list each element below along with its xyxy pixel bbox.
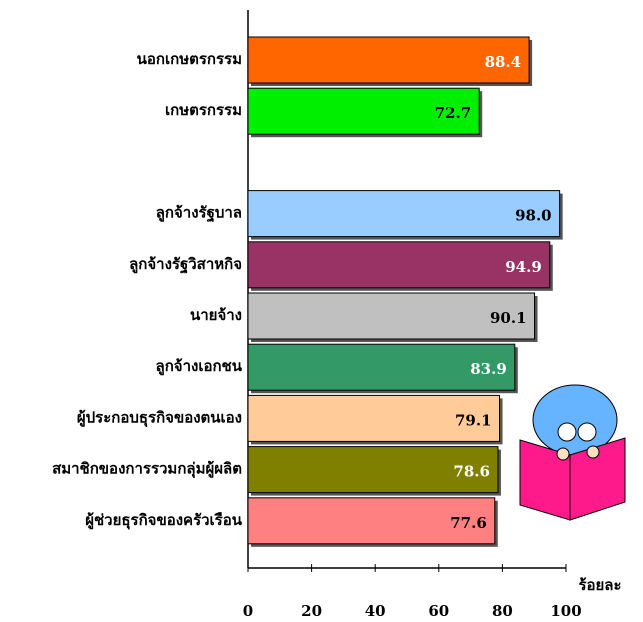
y-tick-label: ลูกจ้างรัฐบาล [156, 204, 242, 223]
y-tick-label: นายจ้าง [190, 306, 242, 324]
bar [247, 87, 480, 135]
bar [247, 241, 551, 289]
value-label: 83.9 [470, 360, 507, 378]
x-tick-label: 60 [428, 602, 449, 620]
bar [247, 292, 536, 340]
value-label: 90.1 [490, 309, 527, 327]
bar [247, 497, 496, 545]
value-label: 98.0 [515, 207, 552, 225]
y-tick-label: สมาชิกของการรวมกลุ่มผู้ผลิต [52, 460, 242, 479]
value-label: 78.6 [453, 463, 490, 481]
bar [247, 343, 516, 391]
y-tick-label: ผู้ช่วยธุรกิจของครัวเรือน [85, 511, 243, 530]
x-tick-label: 20 [301, 602, 322, 620]
y-tick-label: ผู้ประกอบธุรกิจของตนเอง [77, 408, 242, 427]
y-tick-label: เกษตรกรรม [165, 101, 242, 119]
y-tick-label: นอกเกษตรกรรม [137, 50, 242, 68]
value-label: 79.1 [455, 411, 492, 429]
value-label: 77.6 [450, 514, 487, 532]
value-label: 72.7 [435, 104, 472, 122]
reader-cartoon [519, 384, 626, 521]
x-tick-label: 0 [243, 602, 253, 620]
bar [247, 446, 499, 494]
value-label: 88.4 [485, 53, 522, 71]
bar [247, 36, 530, 84]
x-tick-label: 80 [492, 602, 513, 620]
y-tick-label: ลูกจ้างเอกชน [156, 357, 243, 376]
bar [247, 394, 501, 442]
value-label: 94.9 [505, 258, 542, 276]
x-axis-title: ร้อยละ [578, 576, 621, 594]
y-tick-label: ลูกจ้างรัฐวิสาหกิจ [129, 255, 242, 274]
x-tick-label: 100 [550, 602, 581, 620]
bar [247, 190, 561, 238]
x-tick-label: 40 [365, 602, 386, 620]
